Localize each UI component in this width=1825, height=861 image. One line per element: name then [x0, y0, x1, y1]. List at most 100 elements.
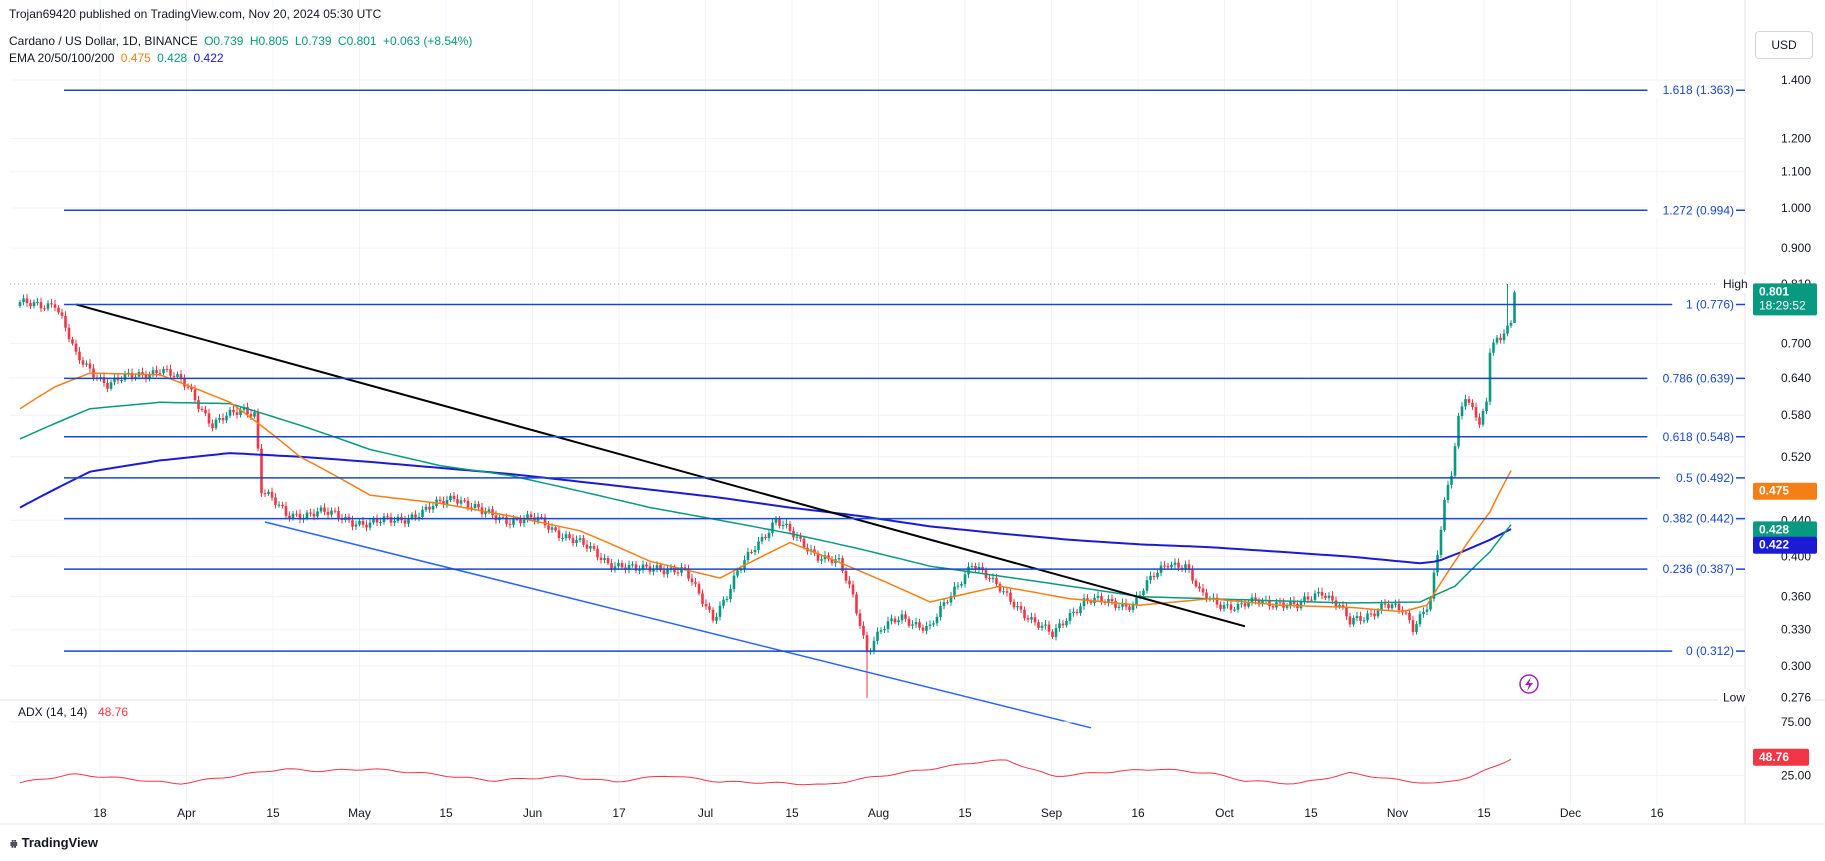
candle-body: [71, 339, 74, 344]
candle-body: [50, 303, 53, 305]
candle-body: [865, 635, 869, 653]
candle-body: [680, 567, 683, 573]
candle-body: [197, 400, 200, 409]
candle-body: [1023, 609, 1026, 619]
candle-body: [172, 375, 176, 377]
candle-body: [361, 520, 365, 525]
candle-body: [190, 386, 193, 390]
candle-body: [767, 532, 771, 539]
candle-body: [557, 530, 561, 538]
candle-body: [1240, 603, 1243, 605]
ema100-value: 0.422: [193, 51, 224, 65]
candle-body: [288, 515, 291, 519]
fib-label-bg: [1672, 643, 1736, 660]
candle-body: [60, 312, 64, 316]
candle-body: [330, 510, 333, 515]
candle-body: [932, 623, 935, 625]
price-axis-label: 0.300: [1781, 659, 1811, 673]
candle-body: [102, 377, 106, 383]
candle-body: [1177, 562, 1180, 568]
candle-body: [935, 616, 939, 624]
candle-body: [1495, 337, 1499, 343]
candle-body: [109, 382, 113, 389]
fib-label-bg: [1647, 561, 1736, 578]
candle-body: [1051, 631, 1054, 638]
candle-body: [333, 510, 337, 512]
candle-body: [886, 621, 890, 630]
candle-body: [428, 506, 431, 510]
candle-body: [1439, 529, 1443, 555]
candle-body: [1362, 620, 1366, 622]
lightning-glyph: [1525, 677, 1533, 691]
candle-body: [144, 374, 148, 380]
candle-body: [585, 544, 589, 549]
candle-body: [424, 506, 428, 510]
candle-body: [508, 523, 512, 525]
candle-body: [1215, 597, 1219, 605]
candle-body: [862, 625, 865, 636]
candle-body: [442, 501, 445, 505]
candle-body: [1254, 597, 1257, 601]
candle-body: [799, 536, 802, 539]
candle-body: [967, 566, 970, 575]
candle-body: [1243, 603, 1247, 607]
currency-button[interactable]: USD: [1755, 31, 1813, 59]
candle-body: [337, 511, 340, 519]
candle-body: [1128, 606, 1131, 610]
candle-body: [897, 620, 900, 623]
candle-body: [778, 519, 781, 526]
candle-body: [1460, 406, 1464, 416]
time-axis-label: Jun: [523, 806, 542, 820]
candle-body: [25, 298, 29, 304]
candle-body: [988, 577, 991, 579]
candle-body: [1054, 628, 1058, 638]
candle-body: [1341, 605, 1345, 607]
candle-body: [998, 584, 1002, 592]
candle-body: [711, 609, 715, 621]
candle-body: [512, 518, 515, 525]
candle-body: [1383, 603, 1387, 605]
candle-body: [1117, 606, 1121, 608]
candle-body: [1327, 595, 1331, 598]
candle-body: [365, 524, 368, 528]
candle-body: [638, 569, 641, 571]
brand-text: TradingView: [21, 835, 98, 850]
tradingview-brand[interactable]: ⩷ TradingView: [10, 835, 98, 851]
alert-lightning-icon: [1519, 674, 1539, 694]
candle-body: [260, 448, 263, 494]
candle-body: [256, 412, 260, 449]
adx-title: ADX (14, 14): [18, 705, 87, 719]
candle-body: [1135, 596, 1138, 605]
fib-level-label: 0.786 (0.639): [1663, 371, 1734, 385]
candle-body: [1513, 292, 1516, 324]
candle-body: [578, 538, 582, 540]
candle-body: [449, 495, 452, 501]
candle-body: [855, 594, 858, 614]
candle-body: [466, 500, 470, 508]
candle-body: [627, 565, 631, 570]
adx-line: [19, 758, 1512, 786]
time-axis-label: 15: [785, 806, 799, 820]
candle-body: [1065, 620, 1068, 626]
candle-body: [1079, 606, 1082, 614]
candle-body: [29, 303, 32, 307]
candle-body: [1121, 602, 1124, 607]
candle-body: [1082, 598, 1086, 607]
symbol-title: Cardano / US Dollar, 1D, BINANCE: [9, 34, 198, 48]
candle-body: [946, 602, 949, 604]
time-axis-label: 16: [1131, 806, 1145, 820]
candle-body: [162, 368, 165, 374]
price-axis-label: 0.900: [1781, 241, 1811, 255]
candle-body: [372, 518, 375, 523]
candle-body: [452, 495, 456, 500]
candle-body: [575, 539, 578, 544]
candle-body: [1348, 616, 1352, 625]
ema-legend[interactable]: EMA 20/50/100/200 0.475 0.428 0.422: [9, 51, 224, 65]
price-badge-bg: [1753, 521, 1817, 539]
ema50-value: 0.428: [157, 51, 188, 65]
time-axis-label: 18: [93, 806, 107, 820]
candle-body: [179, 374, 183, 379]
time-axis-label: Jul: [698, 806, 713, 820]
candle-body: [1142, 590, 1145, 596]
